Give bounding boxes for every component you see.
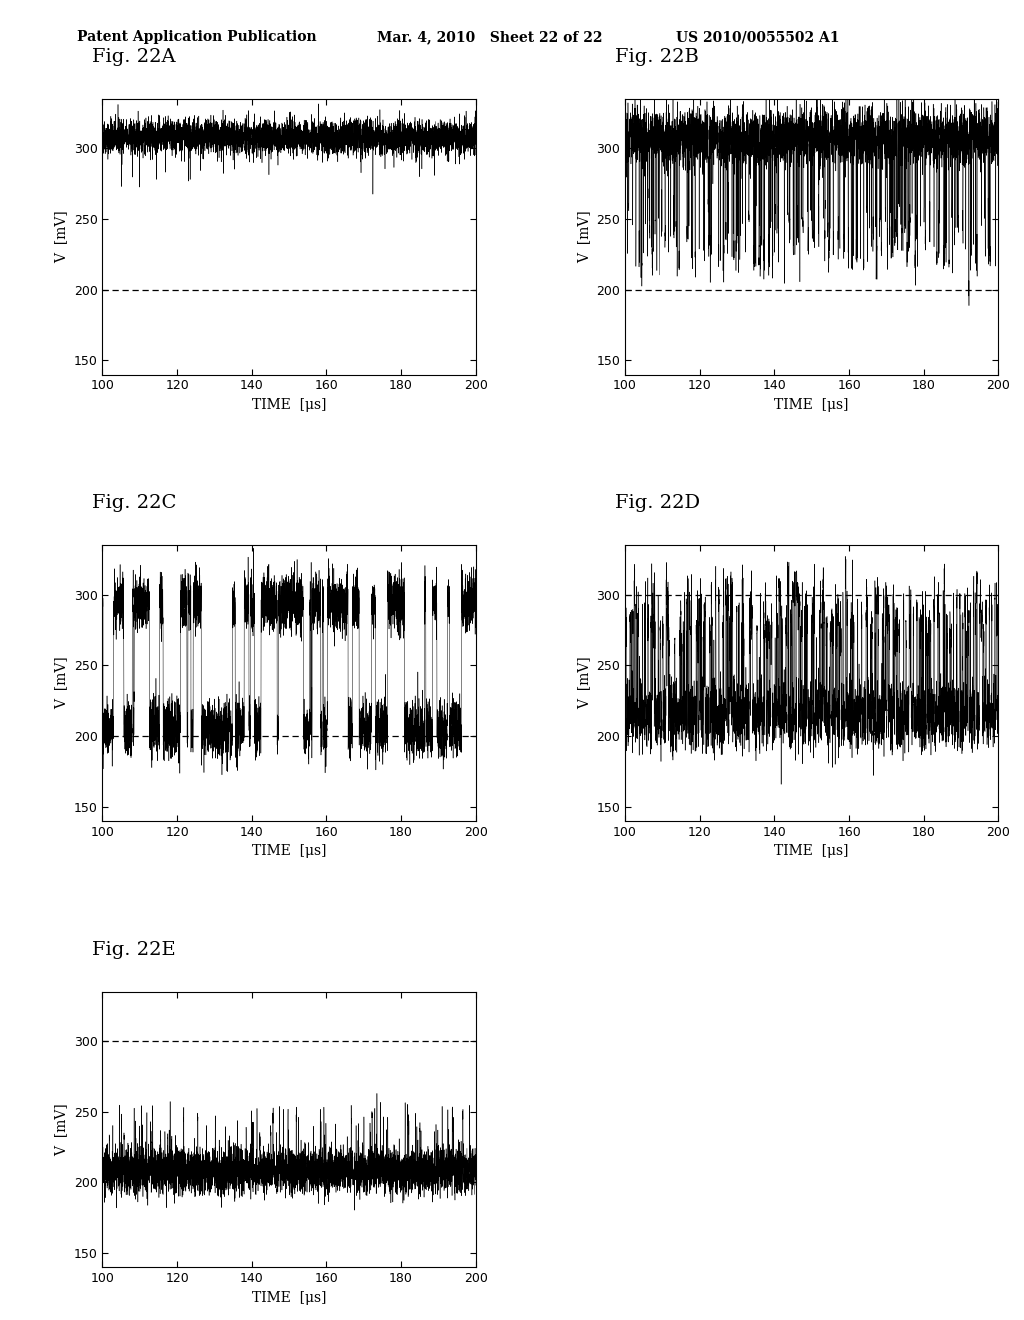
X-axis label: TIME  [μs]: TIME [μs] <box>252 1291 327 1304</box>
Y-axis label: V  [mV]: V [mV] <box>54 210 69 263</box>
Text: Fig. 22A: Fig. 22A <box>92 48 176 66</box>
X-axis label: TIME  [μs]: TIME [μs] <box>252 397 327 412</box>
Text: US 2010/0055502 A1: US 2010/0055502 A1 <box>676 30 840 45</box>
Y-axis label: V  [mV]: V [mV] <box>577 657 591 709</box>
Y-axis label: V  [mV]: V [mV] <box>577 210 591 263</box>
X-axis label: TIME  [μs]: TIME [μs] <box>774 845 849 858</box>
X-axis label: TIME  [μs]: TIME [μs] <box>774 397 849 412</box>
Text: Patent Application Publication: Patent Application Publication <box>77 30 316 45</box>
Text: Fig. 22E: Fig. 22E <box>92 941 176 958</box>
Y-axis label: V  [mV]: V [mV] <box>54 1104 69 1156</box>
X-axis label: TIME  [μs]: TIME [μs] <box>252 845 327 858</box>
Text: Fig. 22B: Fig. 22B <box>614 48 698 66</box>
Y-axis label: V  [mV]: V [mV] <box>54 657 69 709</box>
Text: Mar. 4, 2010   Sheet 22 of 22: Mar. 4, 2010 Sheet 22 of 22 <box>377 30 602 45</box>
Text: Fig. 22D: Fig. 22D <box>614 495 700 512</box>
Text: Fig. 22C: Fig. 22C <box>92 495 176 512</box>
